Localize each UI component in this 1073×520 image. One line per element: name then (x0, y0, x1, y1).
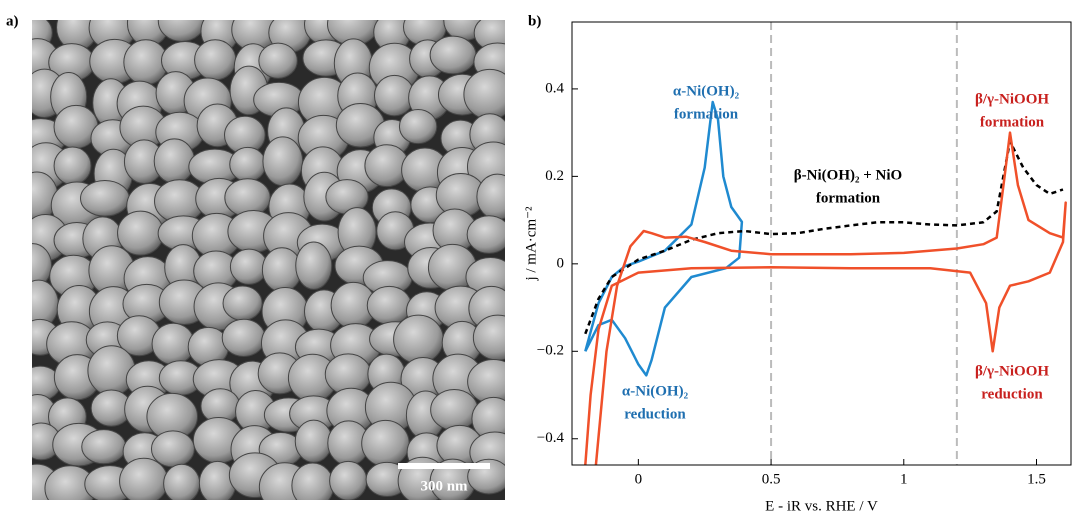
grain (157, 20, 206, 42)
grain (398, 108, 438, 145)
annotation: reduction (624, 406, 686, 422)
grain (430, 388, 479, 431)
grain (466, 215, 505, 254)
annotation: α-Ni(OH)₂ (622, 383, 689, 399)
y-tick-label: 0.2 (545, 168, 564, 184)
y-tick-label: −0.2 (537, 343, 564, 359)
grain (119, 457, 169, 500)
grain (329, 460, 368, 500)
annotation: α-Ni(OH)₂ (673, 83, 740, 99)
grain (229, 146, 267, 182)
grain (393, 314, 444, 364)
y-tick-label: 0 (557, 255, 565, 271)
grain (222, 285, 263, 321)
grain (117, 210, 164, 256)
x-tick-label: 0.5 (762, 471, 781, 487)
chart: −0.4 −0.2 0 0.2 0.4 0 0.5 1 1.5 E - iR vs. RHE / … (523, 21, 1072, 514)
scale-bar-label: 300 nm (420, 478, 468, 494)
grain (87, 345, 136, 396)
annotation: β/γ-NiOOH (975, 91, 1049, 107)
grain (361, 419, 410, 467)
grain (194, 39, 237, 81)
series-line (584, 140, 1064, 335)
x-tick-label: 0 (635, 471, 643, 487)
panel-label: a) (6, 13, 19, 29)
grain (229, 248, 268, 285)
grain (221, 318, 266, 357)
panel-label: b) (528, 13, 541, 29)
annotation: β-Ni(OH)₂ + NiO (794, 167, 902, 183)
plot-frame (571, 21, 1072, 466)
x-tick-label: 1 (900, 471, 908, 487)
y-axis-label: j / mA·cm⁻² (523, 206, 539, 282)
annotation: β/γ-NiOOH (975, 363, 1049, 379)
grain (429, 35, 477, 75)
grain (291, 462, 335, 500)
grain (153, 138, 196, 184)
annotation: reduction (981, 386, 1043, 402)
grain (53, 146, 92, 186)
scale-bar (398, 463, 490, 469)
grain (80, 180, 130, 217)
grain (295, 241, 333, 290)
annotation: formation (674, 106, 739, 122)
sem-image: 300 nm (32, 20, 505, 500)
grain (32, 171, 59, 221)
y-tick-label: −0.4 (537, 430, 565, 446)
grain (262, 136, 304, 187)
grain (472, 314, 505, 361)
grains (32, 20, 505, 500)
annotation: formation (980, 114, 1045, 130)
series-line (584, 131, 1067, 466)
grain (294, 419, 333, 463)
grain (258, 42, 298, 79)
x-tick-label: 1.5 (1027, 471, 1046, 487)
grain (81, 429, 127, 465)
annotation: formation (816, 190, 881, 206)
grain (163, 463, 201, 500)
grain (150, 430, 195, 468)
grain (463, 68, 505, 120)
grain (476, 173, 505, 221)
x-axis-label: E - iR vs. RHE / V (765, 498, 878, 514)
y-tick-label: 0.4 (545, 80, 564, 96)
